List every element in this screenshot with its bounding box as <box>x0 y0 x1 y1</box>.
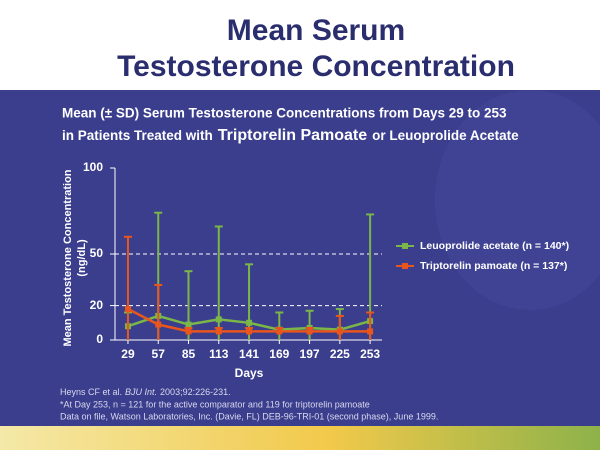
point <box>185 321 192 328</box>
legend-label: Leuoprolide acetate (n = 140*) <box>420 240 569 252</box>
series-layer <box>123 211 375 340</box>
footnote: Heyns CF et al. BJU Int. 2003;92:226-231. <box>60 387 231 397</box>
legend-label: Triptorelin pamoate (n = 137*) <box>420 260 567 272</box>
x-tick-label: 29 <box>121 347 135 361</box>
legend-marker <box>402 243 408 249</box>
footer-strip <box>0 426 600 450</box>
y-axis-label: (ng/dL) <box>76 239 88 277</box>
point <box>336 328 343 335</box>
x-tick-label: 225 <box>330 347 350 361</box>
chart-subtitle: Mean (± SD) Serum Testosterone Concentra… <box>62 106 507 121</box>
citation-part: Heyns CF et al. <box>60 387 122 397</box>
point <box>306 328 313 335</box>
decoration <box>435 90 600 310</box>
point <box>246 319 253 326</box>
point <box>246 328 253 335</box>
citation-part: BJU Int. <box>125 387 157 397</box>
x-tick-label: 57 <box>152 347 166 361</box>
subtitle-part: Triptorelin Pamoate <box>218 127 367 144</box>
plot: 0 20 50 100 29 57 85 113 141 169 197 225 253 Leuoprol… <box>83 160 569 361</box>
slide-title: Testosterone Concentration <box>117 50 515 83</box>
x-tick-label: 85 <box>182 347 196 361</box>
y-tick-label: 20 <box>90 298 104 312</box>
legend-marker <box>402 263 408 269</box>
point <box>124 306 131 313</box>
y-axis-label: Mean Testosterone Concentration <box>62 169 74 346</box>
point <box>155 321 162 328</box>
point <box>215 316 222 323</box>
citation-part: 2003;92:226-231. <box>160 387 231 397</box>
x-tick-label: 253 <box>360 347 380 361</box>
point <box>215 328 222 335</box>
x-axis-label: Days <box>235 366 264 380</box>
point <box>276 328 283 335</box>
y-tick-label: 0 <box>96 332 103 346</box>
x-tick-label: 141 <box>239 347 259 361</box>
subtitle-part: or Leuoprolide Acetate <box>372 128 519 143</box>
footnote: Data on file, Watson Laboratories, Inc. … <box>60 411 438 421</box>
slide-title: Mean Serum <box>227 14 405 47</box>
footnote: *At Day 253, n = 121 for the active comp… <box>60 399 370 409</box>
point <box>367 328 374 335</box>
x-tick-label: 113 <box>209 347 229 361</box>
x-tick-label: 197 <box>300 347 320 361</box>
subtitle-part: in Patients Treated with <box>62 128 213 143</box>
point <box>185 328 192 335</box>
y-tick-label: 50 <box>90 246 104 260</box>
chart-subtitle: in Patients Treated with Triptorelin Pamo… <box>62 127 519 144</box>
y-tick-label: 100 <box>83 160 103 174</box>
x-tick-label: 169 <box>269 347 289 361</box>
